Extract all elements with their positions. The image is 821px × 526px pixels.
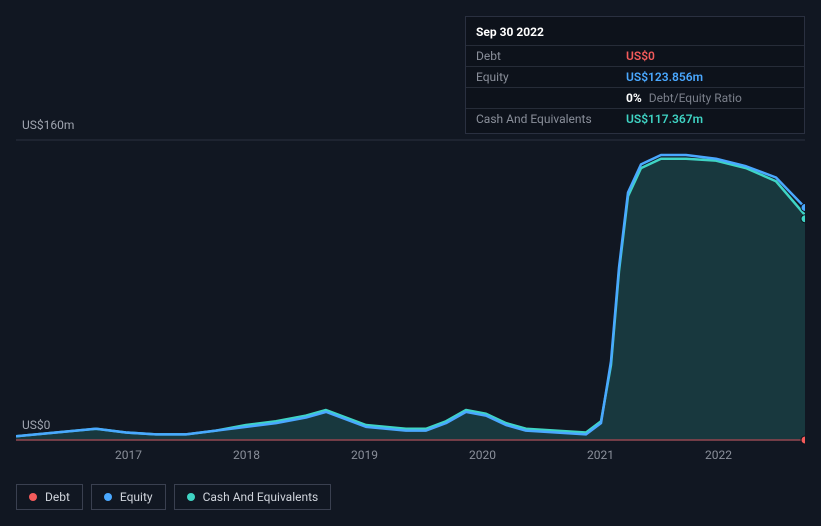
tooltip-row-value: US$0 — [626, 49, 655, 63]
legend-dot-icon — [104, 493, 112, 501]
tooltip-row: EquityUS$123.856m — [466, 66, 804, 87]
y-axis-bottom-label: US$0 — [22, 418, 50, 432]
legend-item[interactable]: Equity — [91, 484, 166, 510]
tooltip-row: DebtUS$0 — [466, 45, 804, 66]
tooltip-row-label: Equity — [476, 70, 626, 84]
legend-dot-icon — [187, 493, 195, 501]
tooltip-row-value: 0% Debt/Equity Ratio — [626, 91, 742, 105]
chart-legend: Debt Equity Cash And Equivalents — [16, 484, 331, 510]
legend-label: Cash And Equivalents — [203, 490, 319, 504]
x-axis-year-label: 2017 — [115, 448, 142, 462]
area-chart — [16, 120, 805, 470]
x-axis-year-label: 2021 — [587, 448, 614, 462]
legend-item[interactable]: Cash And Equivalents — [174, 484, 332, 510]
legend-label: Equity — [120, 490, 153, 504]
x-axis-year-label: 2019 — [351, 448, 378, 462]
legend-label: Debt — [45, 490, 70, 504]
x-axis-year-label: 2022 — [705, 448, 732, 462]
legend-item[interactable]: Debt — [16, 484, 83, 510]
tooltip-row: 0% Debt/Equity Ratio — [466, 87, 804, 108]
chart-container: US$160m US$0 2017 2018 2019 2020 2021 2022 — [16, 120, 805, 474]
x-axis-year-label: 2020 — [469, 448, 496, 462]
chart-tooltip: Sep 30 2022 DebtUS$0EquityUS$123.856m0% … — [465, 16, 805, 134]
y-axis-top-label: US$160m — [22, 118, 74, 132]
tooltip-row-label — [476, 91, 626, 105]
legend-dot-icon — [29, 493, 37, 501]
tooltip-row-value: US$123.856m — [626, 70, 703, 84]
tooltip-date: Sep 30 2022 — [466, 21, 804, 45]
x-axis-year-label: 2018 — [233, 448, 260, 462]
tooltip-row-label: Debt — [476, 49, 626, 63]
